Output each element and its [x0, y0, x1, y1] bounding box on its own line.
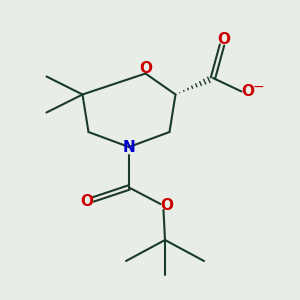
Text: O: O: [242, 84, 255, 99]
Text: −: −: [253, 80, 264, 93]
Text: N: N: [123, 140, 135, 154]
Text: O: O: [140, 61, 153, 76]
Text: O: O: [160, 198, 174, 213]
Text: O: O: [80, 194, 93, 208]
Text: O: O: [217, 32, 230, 47]
